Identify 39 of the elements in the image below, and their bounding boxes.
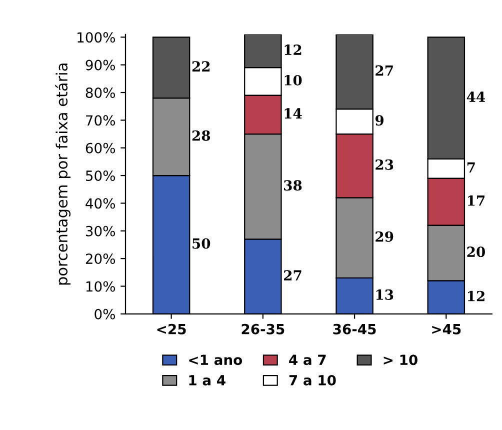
y-tick-label: 30% [86,226,116,236]
data-label: 50 [192,238,210,249]
y-tick-label: 90% [86,60,116,70]
data-label: 20 [467,246,485,258]
data-label: 13 [376,289,394,300]
data-label: 23 [376,159,394,170]
data-label: 44 [466,92,486,102]
legend-label: <1 ano [189,354,242,366]
x-tick-label: 26-35 [242,324,284,334]
y-tick-label: 50% [86,170,116,182]
data-label: 12 [284,44,302,55]
y-axis-title: porcentagem por faixa etária [55,64,71,285]
legend-label: > 10 [384,354,418,366]
legend-label: 4 a 7 [289,354,326,366]
y-tick-label: 40% [86,198,116,209]
x-tick-label: >45 [432,324,461,334]
y-tick-label: 20% [86,254,116,264]
y-tick-label: 100% [78,32,116,43]
y-tick-label: 10% [86,281,116,292]
data-label: 7 [467,162,475,172]
y-tick-label: 60% [86,142,116,154]
data-label: 14 [284,108,302,118]
data-label: 27 [376,65,393,76]
data-label: 38 [284,180,302,191]
y-tick-label: 80% [86,87,116,98]
data-label: 17 [468,195,484,206]
data-label: 29 [376,231,394,242]
data-label: 28 [192,130,210,141]
data-label: 27 [284,270,302,280]
x-tick-label: <25 [157,324,186,334]
data-label: 9 [375,115,384,126]
data-label: 12 [468,290,484,302]
legend-label: 7 a 10 [289,374,336,386]
data-label: 10 [284,74,302,86]
legend-label: 1 a 4 [189,375,226,386]
data-label: 22 [192,61,210,72]
y-tick-label: 0% [94,308,116,320]
y-tick-label: 70% [86,115,116,126]
x-tick-label: 36-45 [333,324,376,334]
